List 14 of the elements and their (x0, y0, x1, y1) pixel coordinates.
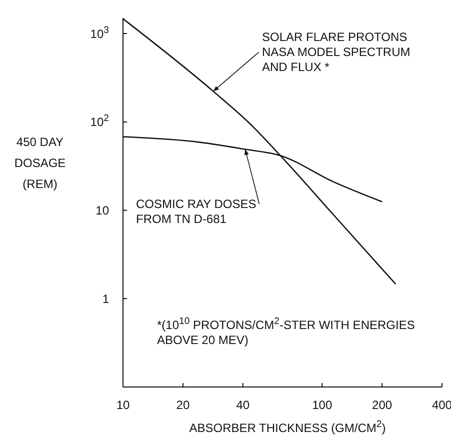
text: *(10$^{10}$ PROTONS/CM$^{2}$-STER WITH ENERGIES ABOVE 20 MEV) (157, 316, 415, 347)
x-axis-title: ABSORBER THICKNESS (GM/CM$^{2}$) (189, 418, 386, 435)
y-tick-label: 1 (102, 292, 110, 306)
x-tick-label: 10 (116, 398, 130, 412)
y-tick-label: 10 (96, 203, 110, 218)
annotation: SOLAR FLARE PROTONS NASA MODEL SPECTRUM AND FLUX * (262, 30, 410, 74)
x-tick-label: 40 (236, 398, 250, 412)
annotation: COSMIC RAY DOSES FROM TN D-681 (136, 197, 256, 226)
x-tick-label: 100 (312, 398, 332, 412)
x-tick-label: 200 (372, 398, 392, 412)
x-tick-label: 20 (176, 398, 190, 412)
y-tick-label: 10$^{2}$ (90, 112, 109, 130)
y-axis-title: 450 DAY DOSAGE (REM) (14, 135, 66, 191)
y-tick-label: 10$^{3}$ (90, 24, 109, 41)
